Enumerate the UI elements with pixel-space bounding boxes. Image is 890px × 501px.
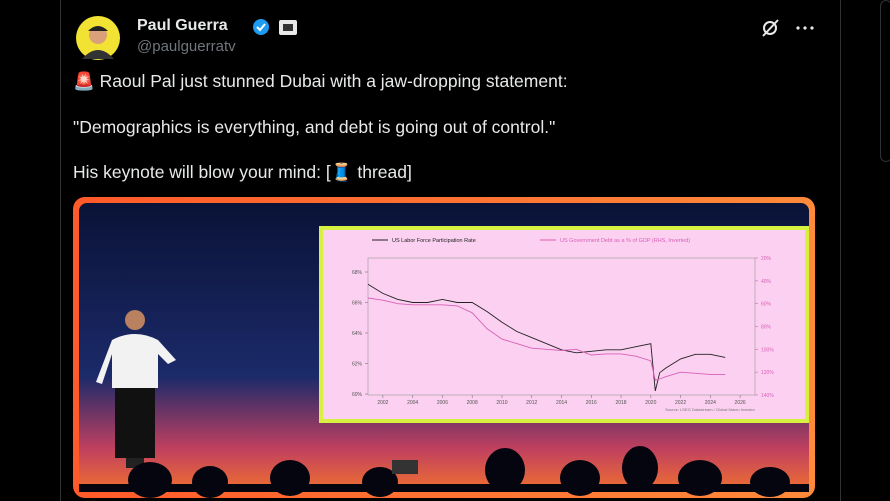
column-border: [840, 0, 841, 501]
author-handle[interactable]: @paulguerratv: [137, 38, 236, 55]
x-tick-label: 2004: [407, 400, 418, 406]
series-line: [367, 283, 726, 392]
x-tick-label: 2012: [526, 400, 537, 406]
x-tick-label: 2010: [496, 400, 507, 406]
speaker: [96, 310, 176, 468]
x-tick-label: 2024: [705, 400, 716, 406]
tweet-actions[interactable]: [760, 18, 820, 38]
y-tick-label: 60%: [352, 392, 363, 398]
legend-label: US Government Debt as a % of GDP (RHS, I…: [560, 238, 690, 244]
y2-tick-label: 120%: [761, 370, 774, 376]
x-tick-label: 2008: [467, 400, 478, 406]
audience: [79, 446, 809, 498]
y2-tick-label: 40%: [761, 279, 772, 285]
avatar[interactable]: [75, 15, 121, 61]
x-tick-label: 2016: [586, 400, 597, 406]
y2-tick-label: 100%: [761, 347, 774, 353]
y2-tick-label: 60%: [761, 302, 772, 308]
legend-label: US Labor Force Participation Rate: [392, 238, 476, 244]
y-tick-label: 66%: [352, 301, 363, 307]
x-tick-label: 2002: [377, 400, 388, 406]
x-tick-label: 2022: [675, 400, 686, 406]
badges: [253, 19, 297, 35]
series-line: [367, 297, 726, 381]
y-tick-label: 64%: [352, 331, 363, 337]
slide: [323, 230, 805, 419]
tweet-line: His keynote will blow your mind: [🧵 thre…: [73, 162, 412, 182]
x-tick-label: 2026: [735, 400, 746, 406]
y2-tick-label: 140%: [761, 393, 774, 399]
x-tick-label: 2020: [645, 400, 656, 406]
side-panel: [880, 0, 890, 162]
x-tick-label: 2014: [556, 400, 567, 406]
x-tick-label: 2018: [615, 400, 626, 406]
y2-tick-label: 20%: [761, 256, 772, 262]
x-tick-label: 2006: [437, 400, 448, 406]
y2-tick-label: 80%: [761, 325, 772, 331]
column-border: [60, 0, 61, 501]
tweet-line: 🚨 Raoul Pal just stunned Dubai with a ja…: [73, 71, 568, 91]
author-name[interactable]: Paul Guerra: [137, 17, 228, 34]
tweet-line: "Demographics is everything, and debt is…: [73, 117, 556, 137]
y-tick-label: 62%: [352, 362, 363, 368]
chart-source: Source: LSEG Datastream / Global Macro I…: [665, 407, 755, 412]
y-tick-label: 68%: [352, 270, 363, 276]
